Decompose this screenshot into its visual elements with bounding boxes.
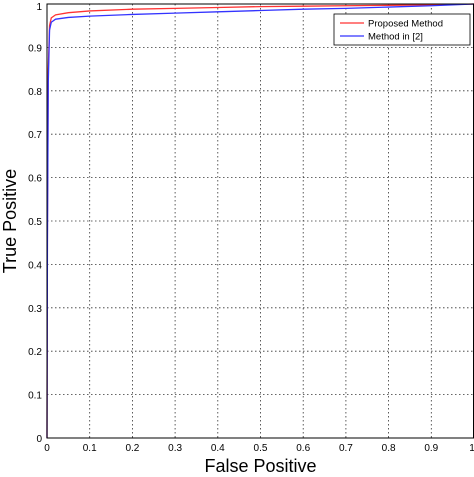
- legend: Proposed Method Method in [2]: [333, 13, 471, 46]
- y-tick-label: 0.7: [28, 130, 42, 141]
- y-tick-label: 1: [36, 2, 42, 13]
- tick-labels: 0 0.1 0.2 0.3 0.4 0.5 0.6 0.7 0.8 0.9 1 0 0.1 0.2 0.3 0…: [28, 2, 474, 454]
- x-tick-label: 0.4: [211, 443, 225, 454]
- series-line-1: [46, 3, 474, 439]
- y-tick-label: 0.9: [28, 43, 42, 54]
- y-tick-label: 0.6: [28, 174, 42, 185]
- x-tick-label: 0.8: [382, 443, 396, 454]
- y-axis-label: True Positive: [0, 169, 20, 273]
- y-tick-label: 0.2: [28, 347, 42, 358]
- x-tick-label: 0.1: [83, 443, 97, 454]
- y-tick-label: 0.4: [28, 260, 42, 271]
- y-tick-label: 0.5: [28, 217, 42, 228]
- legend-entry-proposed-method: Proposed Method: [368, 19, 443, 30]
- y-tick-label: 0: [36, 434, 42, 445]
- grid: [47, 4, 474, 438]
- x-tick-label: 0.2: [125, 443, 139, 454]
- x-tick-label: 0.5: [254, 443, 268, 454]
- y-tick-label: 0.8: [28, 87, 42, 98]
- x-tick-label: 0.7: [339, 443, 353, 454]
- series-layer: [46, 3, 474, 439]
- x-tick-label: 0.3: [168, 443, 182, 454]
- y-tick-label: 0.1: [28, 391, 42, 402]
- legend-box: [333, 13, 471, 46]
- x-tick-label: 0: [44, 443, 50, 454]
- x-tick-label: 1: [469, 443, 474, 454]
- x-axis-label: False Positive: [204, 456, 316, 476]
- y-tick-label: 0.3: [28, 304, 42, 315]
- x-tick-label: 0.9: [424, 443, 438, 454]
- legend-entry-method-in-2: Method in [2]: [368, 32, 423, 43]
- x-tick-label: 0.6: [296, 443, 310, 454]
